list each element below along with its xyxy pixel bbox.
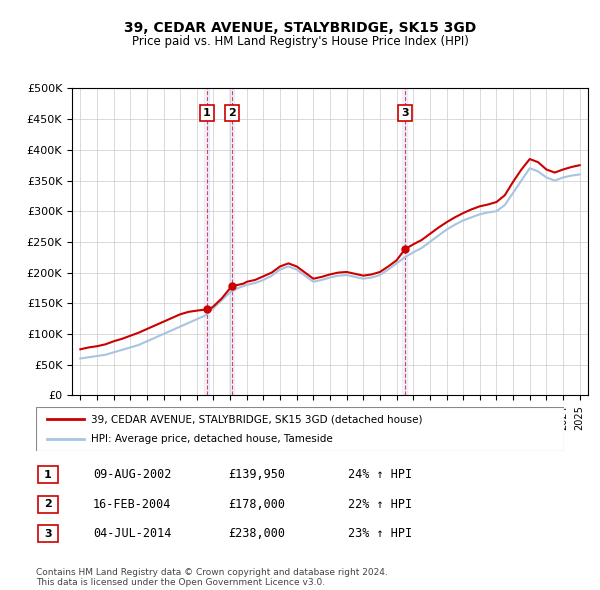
- FancyBboxPatch shape: [38, 526, 58, 542]
- Text: 2: 2: [44, 500, 52, 509]
- Text: 39, CEDAR AVENUE, STALYBRIDGE, SK15 3GD: 39, CEDAR AVENUE, STALYBRIDGE, SK15 3GD: [124, 21, 476, 35]
- Bar: [403, 88, 407, 395]
- Text: £178,000: £178,000: [228, 498, 285, 511]
- Text: 3: 3: [401, 108, 409, 118]
- Text: 1: 1: [203, 108, 211, 118]
- Text: This data is licensed under the Open Government Licence v3.0.: This data is licensed under the Open Gov…: [36, 578, 325, 587]
- Text: Contains HM Land Registry data © Crown copyright and database right 2024.: Contains HM Land Registry data © Crown c…: [36, 568, 388, 576]
- Text: 23% ↑ HPI: 23% ↑ HPI: [348, 527, 412, 540]
- Text: HPI: Average price, detached house, Tameside: HPI: Average price, detached house, Tame…: [91, 434, 333, 444]
- Bar: [205, 88, 209, 395]
- Text: 22% ↑ HPI: 22% ↑ HPI: [348, 498, 412, 511]
- Text: 2: 2: [228, 108, 236, 118]
- Text: 16-FEB-2004: 16-FEB-2004: [93, 498, 172, 511]
- Text: 09-AUG-2002: 09-AUG-2002: [93, 468, 172, 481]
- Text: 3: 3: [44, 529, 52, 539]
- FancyBboxPatch shape: [38, 496, 58, 513]
- Text: 1: 1: [44, 470, 52, 480]
- FancyBboxPatch shape: [38, 467, 58, 483]
- Text: £238,000: £238,000: [228, 527, 285, 540]
- Text: 04-JUL-2014: 04-JUL-2014: [93, 527, 172, 540]
- FancyBboxPatch shape: [36, 407, 564, 451]
- Text: Price paid vs. HM Land Registry's House Price Index (HPI): Price paid vs. HM Land Registry's House …: [131, 35, 469, 48]
- Bar: [229, 88, 234, 395]
- Text: £139,950: £139,950: [228, 468, 285, 481]
- Text: 39, CEDAR AVENUE, STALYBRIDGE, SK15 3GD (detached house): 39, CEDAR AVENUE, STALYBRIDGE, SK15 3GD …: [91, 415, 423, 424]
- Text: 24% ↑ HPI: 24% ↑ HPI: [348, 468, 412, 481]
